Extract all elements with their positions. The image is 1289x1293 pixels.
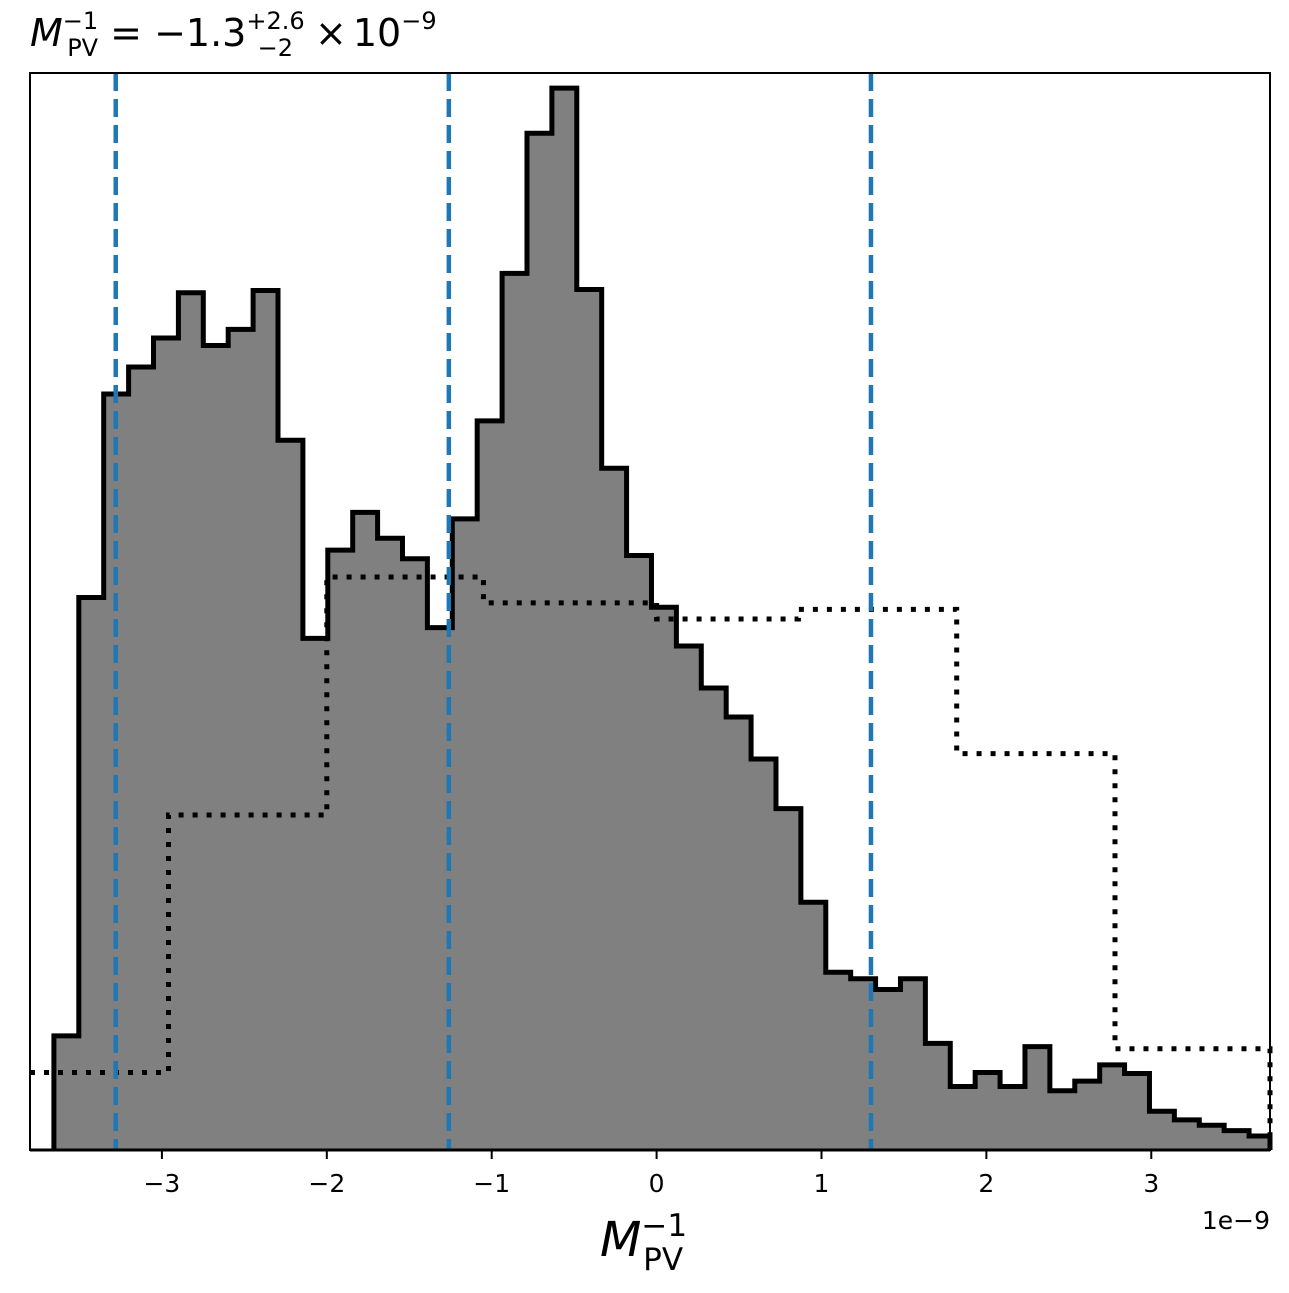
histogram-bar bbox=[352, 512, 379, 1150]
histogram-bar bbox=[526, 133, 553, 1150]
histogram-bar bbox=[1249, 1135, 1271, 1150]
histogram-bar bbox=[626, 555, 653, 1150]
x-axis-ticks: −3 −2 −1 0 1 2 3 bbox=[143, 1150, 1159, 1198]
histogram-bar bbox=[1049, 1090, 1076, 1150]
x-tick-label: −3 bbox=[143, 1169, 180, 1198]
histogram-bar bbox=[751, 759, 777, 1150]
histogram-bar bbox=[875, 989, 902, 1150]
histogram-bar bbox=[228, 329, 254, 1150]
xlabel-sub: PV bbox=[643, 1242, 683, 1278]
histogram-bar bbox=[178, 292, 204, 1150]
title-times: × bbox=[315, 11, 347, 55]
x-tick-label: 2 bbox=[978, 1169, 994, 1198]
histogram-bar bbox=[1024, 1046, 1051, 1150]
histogram-bar bbox=[726, 717, 752, 1150]
histogram-bar bbox=[576, 289, 603, 1150]
histogram-bar bbox=[477, 420, 503, 1151]
plot-area bbox=[30, 73, 1273, 1152]
histogram-bar bbox=[203, 345, 229, 1151]
histogram-bar bbox=[551, 88, 578, 1150]
x-tick-label: 0 bbox=[649, 1169, 665, 1198]
histogram-bar bbox=[775, 808, 802, 1150]
histogram-bar bbox=[651, 607, 677, 1150]
histogram-bar bbox=[800, 902, 827, 1150]
histogram-bar bbox=[78, 597, 105, 1150]
title-symbol: M bbox=[30, 11, 63, 55]
histogram-bar bbox=[1149, 1111, 1175, 1150]
histogram-bar bbox=[701, 687, 727, 1150]
histogram-bar bbox=[950, 1086, 976, 1150]
title-power-exp: −9 bbox=[401, 7, 436, 35]
chart-title: M−1 PV = −1.3+2.6 −2 × 10−9 bbox=[30, 7, 437, 62]
xlabel-sup: −1 bbox=[641, 1208, 687, 1244]
histogram-bar bbox=[327, 550, 354, 1150]
title-median: −1.3 bbox=[154, 11, 246, 55]
title-symbol-sub: PV bbox=[67, 34, 98, 62]
histogram-bar bbox=[377, 538, 404, 1150]
histogram-bar bbox=[1124, 1073, 1151, 1150]
title-power-base: 10 bbox=[353, 11, 401, 55]
histogram-bar bbox=[452, 518, 478, 1150]
x-tick-label: −2 bbox=[308, 1169, 345, 1198]
histogram-bar bbox=[278, 440, 304, 1151]
title-err-minus: −2 bbox=[258, 34, 293, 62]
posterior-step-outline bbox=[51, 85, 1273, 1150]
x-axis-offset-text: 1e−9 bbox=[1202, 1206, 1270, 1235]
prior-dotted-line bbox=[30, 574, 1273, 1150]
histogram-bar bbox=[900, 978, 926, 1150]
histogram-bar bbox=[502, 273, 528, 1150]
histogram-bar bbox=[1099, 1064, 1126, 1150]
histogram-bar bbox=[302, 638, 329, 1150]
histogram-bar bbox=[253, 290, 279, 1151]
histogram-bar bbox=[128, 367, 155, 1150]
histogram-bar bbox=[1000, 1086, 1026, 1150]
xlabel-symbol: M bbox=[600, 1212, 641, 1268]
x-axis-label: M−1 PV bbox=[600, 1208, 687, 1278]
axes-frame bbox=[29, 72, 1271, 1151]
x-tick-label: −1 bbox=[473, 1169, 510, 1198]
histogram-bar bbox=[601, 468, 628, 1150]
histogram-bar bbox=[1224, 1130, 1250, 1150]
histogram-bar bbox=[1199, 1125, 1225, 1150]
title-symbol-sup: −1 bbox=[63, 7, 98, 35]
histogram-bar bbox=[53, 1035, 80, 1150]
title-equals: = bbox=[98, 11, 154, 55]
histogram-bar bbox=[676, 645, 702, 1150]
histogram-bar bbox=[1074, 1081, 1101, 1150]
histogram-bar bbox=[825, 972, 852, 1150]
title-err-plus: +2.6 bbox=[246, 7, 304, 35]
histogram-bar bbox=[402, 558, 428, 1150]
x-tick-label: 1 bbox=[814, 1169, 830, 1198]
histogram-bar bbox=[925, 1043, 951, 1150]
histogram-bar bbox=[975, 1072, 1001, 1150]
histogram-bar bbox=[1174, 1119, 1200, 1150]
x-tick-label: 3 bbox=[1143, 1169, 1159, 1198]
